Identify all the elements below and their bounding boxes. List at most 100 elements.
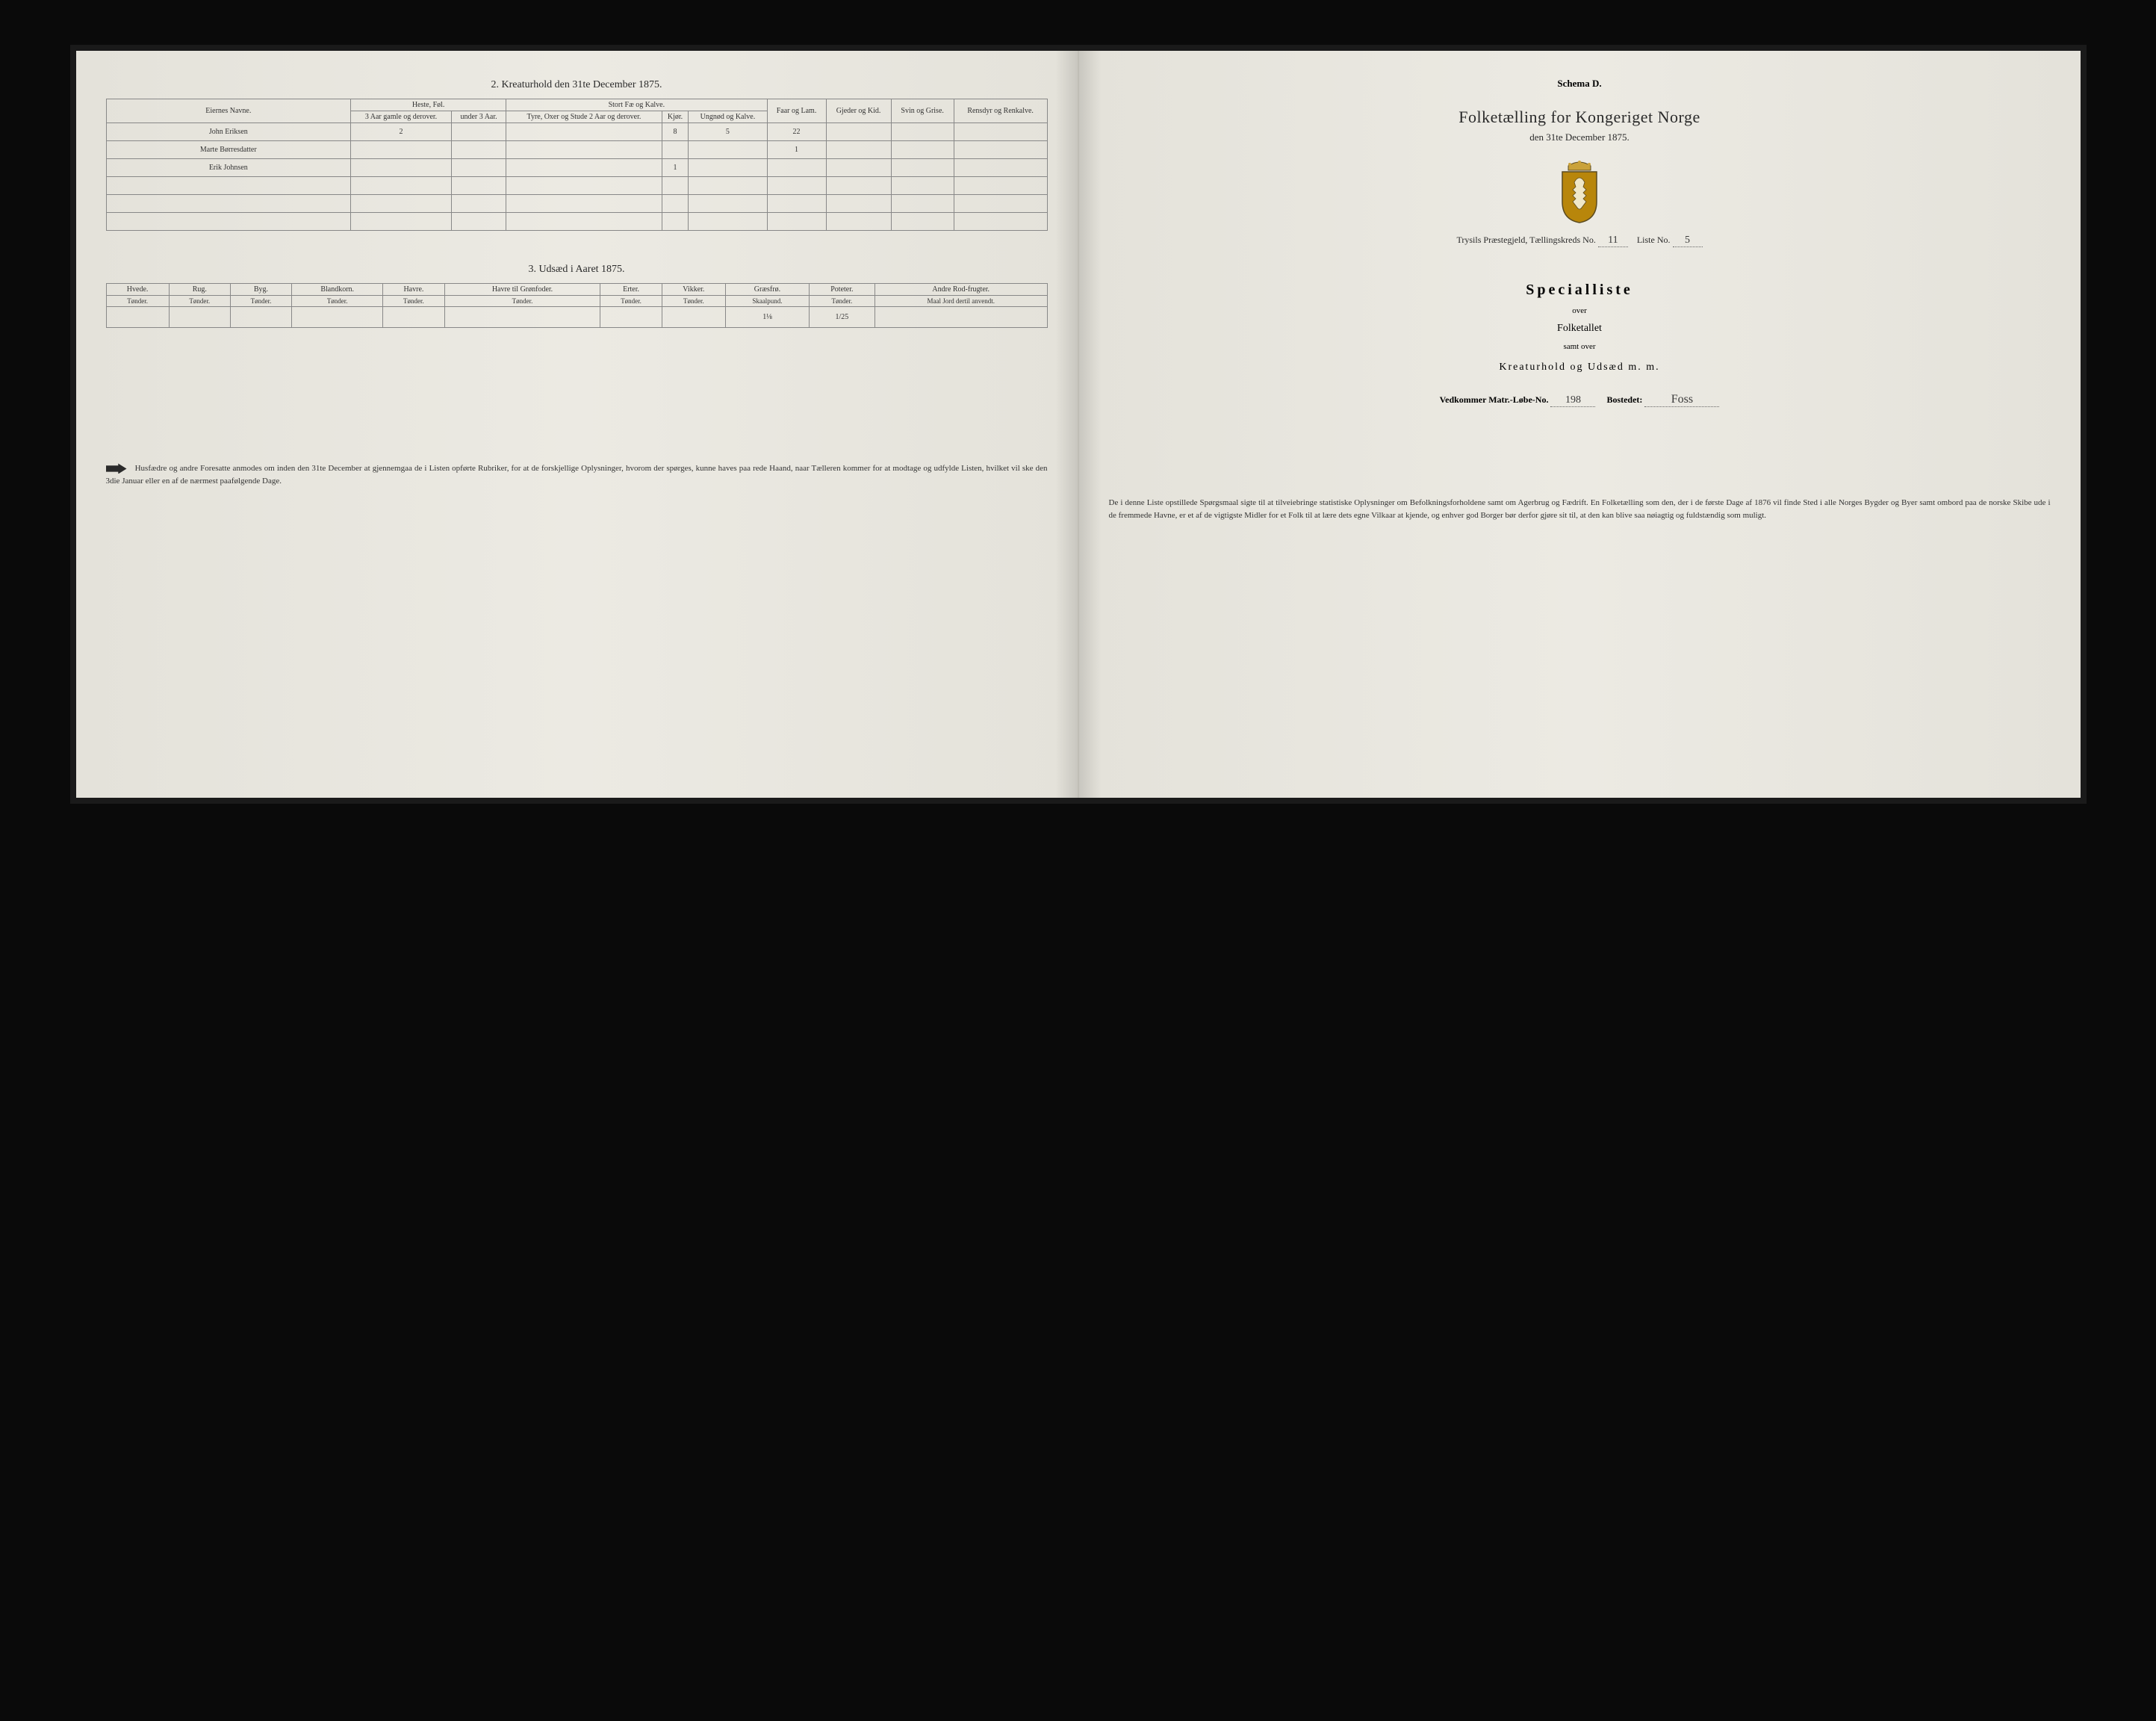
t3-unit: Tønder.	[600, 296, 662, 307]
table-row: Erik Johnsen 1	[106, 159, 1047, 177]
col-h1: 3 Aar gamle og derover.	[351, 111, 452, 123]
scan-frame: 2. Kreaturhold den 31te December 1875. E…	[70, 45, 2087, 804]
t3-col: Byg.	[230, 284, 291, 296]
address-line: Vedkommer Matr.-Løbe-No. 198 Bostedet: F…	[1109, 393, 2051, 407]
value-cell	[451, 123, 506, 141]
left-footnote-text: Husfædre og andre Foresatte anmodes om i…	[106, 464, 1048, 486]
value-cell	[954, 159, 1047, 177]
value-cell	[506, 195, 662, 213]
col-c3: Ungnød og Kalve.	[689, 111, 767, 123]
value-cell	[351, 159, 452, 177]
value-cell	[351, 141, 452, 159]
value-cell	[689, 213, 767, 231]
value-cell	[662, 195, 689, 213]
t3-value	[292, 307, 383, 328]
t3-col: Vikker.	[662, 284, 725, 296]
kreaturhold-line: Kreaturhold og Udsæd m. m.	[1109, 362, 2051, 373]
section2-title: 2. Kreaturhold den 31te December 1875.	[106, 79, 1048, 91]
t3-unit: Tønder.	[662, 296, 725, 307]
col-goat: Gjeder og Kid.	[826, 99, 891, 123]
t3-col: Rug.	[169, 284, 230, 296]
specialliste: Specialliste	[1109, 282, 2051, 299]
value-cell	[826, 159, 891, 177]
t3-unit: Tønder.	[444, 296, 600, 307]
t3-value: 1⅛	[726, 307, 810, 328]
owner-cell: John Eriksen	[106, 123, 351, 141]
matr-label: Vedkommer Matr.-Løbe-No.	[1440, 394, 1549, 405]
coat-of-arms-icon	[1109, 160, 2051, 224]
value-cell	[767, 195, 826, 213]
value-cell	[351, 195, 452, 213]
value-cell	[891, 159, 954, 177]
t3-value	[106, 307, 169, 328]
value-cell	[662, 177, 689, 195]
section3-title: 3. Udsæd i Aaret 1875.	[106, 264, 1048, 276]
t3-unit: Tønder.	[169, 296, 230, 307]
value-cell	[662, 213, 689, 231]
value-cell	[506, 123, 662, 141]
col-c2: Kjør.	[662, 111, 689, 123]
udsaed-table: Hvede.Rug.Byg.Blandkorn.Havre.Havre til …	[106, 283, 1048, 328]
value-cell	[891, 123, 954, 141]
col-owner: Eiernes Navne.	[106, 99, 351, 123]
value-cell	[451, 177, 506, 195]
value-cell	[767, 177, 826, 195]
over1: over	[1109, 306, 2051, 315]
value-cell	[826, 213, 891, 231]
t3-col: Havre.	[383, 284, 444, 296]
grp-cattle: Stort Fæ og Kalve.	[506, 99, 767, 111]
table-row	[106, 213, 1047, 231]
value-cell	[954, 141, 1047, 159]
table-row	[106, 177, 1047, 195]
t3-unit: Tønder.	[383, 296, 444, 307]
t3-unit: Tønder.	[809, 296, 874, 307]
col-h2: under 3 Aar.	[451, 111, 506, 123]
col-rein: Rensdyr og Renkalve.	[954, 99, 1047, 123]
book-spread: 2. Kreaturhold den 31te December 1875. E…	[76, 51, 2081, 798]
matr-no: 198	[1550, 394, 1595, 407]
left-footnote: Husfædre og andre Foresatte anmodes om i…	[106, 462, 1048, 487]
value-cell	[891, 177, 954, 195]
value-cell: 2	[351, 123, 452, 141]
value-cell: 1	[662, 159, 689, 177]
bosted-label: Bostedet:	[1606, 394, 1642, 405]
value-cell	[689, 195, 767, 213]
census-subtitle: den 31te December 1875.	[1109, 131, 2051, 143]
owner-cell: Erik Johnsen	[106, 159, 351, 177]
value-cell	[451, 213, 506, 231]
t3-unit: Skaalpund.	[726, 296, 810, 307]
left-page: 2. Kreaturhold den 31te December 1875. E…	[76, 51, 1078, 798]
value-cell	[506, 159, 662, 177]
value-cell	[689, 141, 767, 159]
t3-value	[662, 307, 725, 328]
t3-col: Hvede.	[106, 284, 169, 296]
value-cell	[351, 213, 452, 231]
t3-col: Blandkorn.	[292, 284, 383, 296]
value-cell	[767, 213, 826, 231]
col-pig: Svin og Grise.	[891, 99, 954, 123]
parish-no: 11	[1598, 235, 1628, 247]
value-cell	[451, 141, 506, 159]
right-footnote: De i denne Liste opstillede Spørgsmaal s…	[1109, 497, 2051, 521]
t3-col: Græsfrø.	[726, 284, 810, 296]
parish-prefix: Trysils Præstegjeld, Tællingskreds No.	[1456, 235, 1595, 245]
grp-horse: Heste, Føl.	[351, 99, 506, 111]
t3-unit: Maal Jord dertil anvendt.	[874, 296, 1047, 307]
t3-value	[600, 307, 662, 328]
value-cell: 22	[767, 123, 826, 141]
liste-no: 5	[1673, 235, 1703, 247]
value-cell	[891, 195, 954, 213]
value-cell	[506, 177, 662, 195]
col-c1: Tyre, Oxer og Stude 2 Aar og derover.	[506, 111, 662, 123]
t3-unit: Tønder.	[106, 296, 169, 307]
t3-col: Andre Rod-frugter.	[874, 284, 1047, 296]
table-row	[106, 195, 1047, 213]
samt-over: samt over	[1109, 342, 2051, 351]
liste-label: Liste No.	[1637, 235, 1671, 245]
right-page: Schema D. Folketælling for Kongeriget No…	[1078, 51, 2081, 798]
value-cell	[954, 195, 1047, 213]
t3-value	[169, 307, 230, 328]
value-cell	[826, 123, 891, 141]
owner-cell	[106, 213, 351, 231]
folketallet: Folketallet	[1109, 323, 2051, 335]
